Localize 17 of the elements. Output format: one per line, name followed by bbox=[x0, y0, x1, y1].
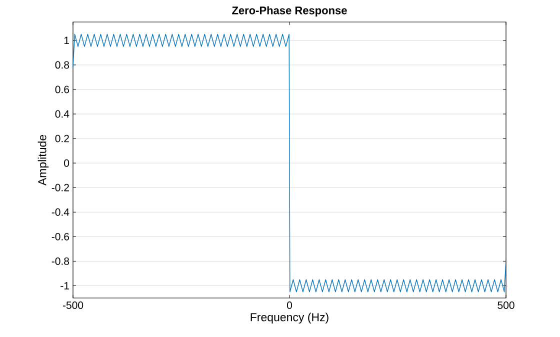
y-tick-label: -0.2 bbox=[52, 184, 69, 192]
y-tick-label: 0.4 bbox=[55, 110, 70, 118]
y-tick-label: -0.8 bbox=[52, 257, 70, 265]
y-tick-label: -0.4 bbox=[52, 208, 70, 216]
y-axis-title: Amplitude bbox=[38, 134, 49, 186]
y-tick-label: 1 bbox=[64, 36, 69, 44]
y-tick-label: 0.6 bbox=[55, 86, 70, 94]
x-tick-label: 500 bbox=[498, 302, 514, 309]
y-tick-label: 0 bbox=[64, 159, 70, 167]
x-tick-label: -500 bbox=[62, 302, 84, 309]
y-tick-label: 0.2 bbox=[55, 134, 69, 142]
y-tick-label: 0.8 bbox=[55, 61, 70, 69]
x-tick-label: 0 bbox=[286, 302, 292, 309]
y-tick-label: -1 bbox=[60, 282, 69, 290]
y-tick-label: -0.6 bbox=[52, 232, 70, 240]
chart-title: Zero-Phase Response bbox=[232, 6, 347, 16]
x-axis-title: Frequency (Hz) bbox=[250, 312, 328, 324]
